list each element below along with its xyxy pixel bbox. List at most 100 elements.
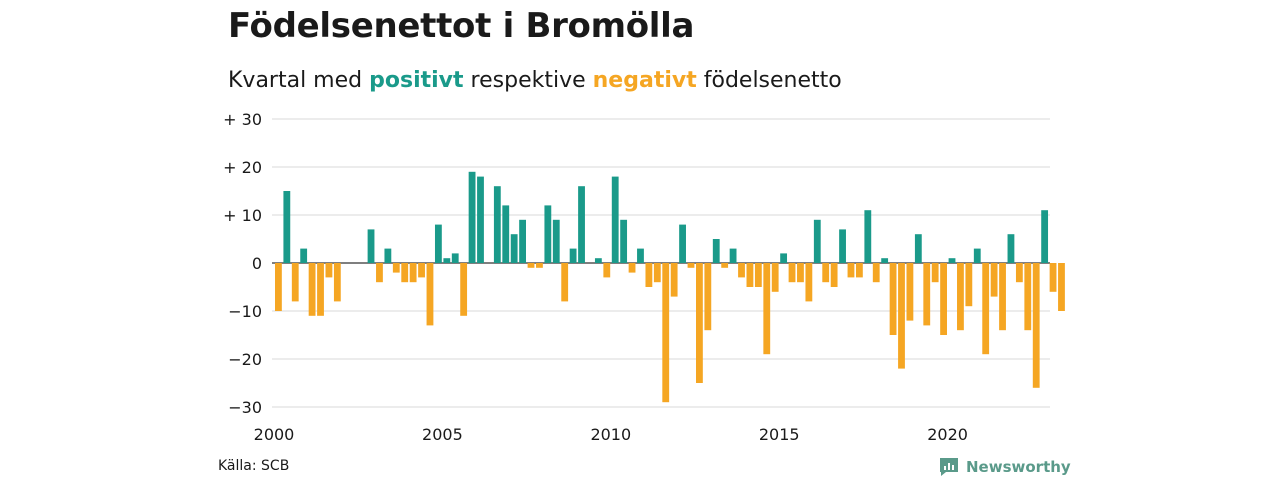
bar-negative	[754, 263, 762, 287]
bar-negative	[721, 263, 729, 268]
x-tick-label: 2010	[590, 425, 631, 444]
bar-negative	[628, 263, 636, 273]
x-tick-label: 2020	[927, 425, 968, 444]
bar-positive	[552, 219, 560, 263]
bar-negative	[931, 263, 939, 283]
bar-negative	[805, 263, 813, 302]
bar-negative	[746, 263, 754, 287]
bar-positive	[881, 258, 889, 263]
bar-positive	[519, 219, 526, 263]
y-tick-label: −20	[228, 350, 262, 369]
bar-negative	[872, 263, 880, 283]
bar-negative	[940, 263, 947, 335]
bar-negative	[797, 263, 804, 283]
bar-positive	[434, 224, 442, 263]
bar-negative	[662, 263, 670, 403]
bar-negative	[771, 263, 779, 292]
bar-positive	[864, 210, 872, 263]
bar-positive	[502, 205, 510, 263]
bar-negative	[418, 263, 425, 278]
y-tick-label: −10	[228, 302, 262, 321]
bar-negative	[325, 263, 333, 278]
bar-positive	[637, 248, 644, 263]
bar-negative	[923, 263, 931, 326]
bar-positive	[443, 258, 451, 263]
bar-negative	[401, 263, 409, 283]
bar-positive	[1007, 234, 1015, 263]
bar-negative	[1015, 263, 1023, 283]
bar-negative	[830, 263, 838, 287]
bar-negative	[426, 263, 434, 326]
bar-negative	[788, 263, 796, 283]
x-tick-label: 2000	[254, 425, 295, 444]
bar-negative	[889, 263, 897, 335]
chart-title: Födelsenettot i Bromölla	[228, 6, 695, 46]
subtitle-positive-label: positivt	[369, 68, 464, 93]
bar-negative	[1049, 263, 1057, 292]
newsworthy-logo-icon	[940, 458, 958, 476]
bar-positive	[384, 248, 392, 263]
x-tick-label: 2015	[759, 425, 800, 444]
bar-negative	[957, 263, 964, 331]
bar-negative	[527, 263, 535, 268]
bar-negative	[1024, 263, 1032, 331]
bar-positive	[451, 253, 459, 263]
bar-positive	[813, 219, 821, 263]
bar-positive	[712, 239, 720, 263]
bar-negative	[670, 263, 678, 297]
bar-positive	[973, 248, 981, 263]
bars-layer	[275, 171, 1065, 403]
bar-negative	[317, 263, 324, 316]
bar-positive	[620, 219, 628, 263]
bar-positive	[594, 258, 602, 263]
y-tick-label: −30	[228, 398, 262, 417]
bar-negative	[763, 263, 771, 355]
bar-negative	[906, 263, 914, 321]
y-tick-label: + 30	[223, 110, 262, 129]
bar-positive	[914, 234, 922, 263]
bar-positive	[578, 186, 585, 263]
bar-negative	[822, 263, 830, 283]
subtitle-prefix: Kvartal med	[228, 68, 363, 93]
bar-negative	[898, 263, 905, 369]
bar-negative	[704, 263, 712, 331]
subtitle-suffix: födelsenetto	[703, 68, 842, 93]
bar-negative	[645, 263, 653, 287]
chart-subtitle: Kvartal med positivt respektive negativt…	[228, 68, 842, 93]
bar-negative	[696, 263, 703, 383]
bar-positive	[729, 248, 737, 263]
bar-negative	[460, 263, 468, 316]
x-tick-label: 2005	[422, 425, 463, 444]
subtitle-negative-label: negativt	[592, 68, 697, 93]
bar-negative	[738, 263, 745, 278]
bar-negative	[561, 263, 569, 302]
bar-negative	[847, 263, 855, 278]
bar-positive	[544, 205, 552, 263]
bar-positive	[283, 191, 291, 263]
bar-positive	[477, 176, 484, 263]
y-tick-label: + 20	[223, 158, 262, 177]
bar-negative	[392, 263, 400, 273]
bar-negative	[990, 263, 998, 297]
bar-positive	[839, 229, 846, 263]
source-note: Källa: SCB	[218, 458, 290, 474]
bar-negative	[291, 263, 299, 302]
bar-positive	[367, 229, 375, 263]
bar-negative	[333, 263, 341, 302]
bar-negative	[982, 263, 990, 355]
bar-negative	[536, 263, 543, 268]
bar-negative	[687, 263, 695, 268]
bar-positive	[569, 248, 577, 263]
y-tick-label: + 10	[223, 206, 262, 225]
bar-positive	[780, 253, 788, 263]
y-tick-label: 0	[252, 254, 262, 273]
bar-positive	[1041, 210, 1049, 263]
bar-negative	[603, 263, 611, 278]
bar-negative	[1032, 263, 1040, 388]
bar-negative	[308, 263, 316, 316]
brand-logo: Newsworthy	[938, 456, 1071, 478]
brand-name: Newsworthy	[966, 458, 1071, 476]
axis-layer: + 30 + 20 + 10 0 −10 −20 −30 2000 2005 2010 2015 20…	[223, 110, 968, 444]
bar-positive	[300, 248, 308, 263]
